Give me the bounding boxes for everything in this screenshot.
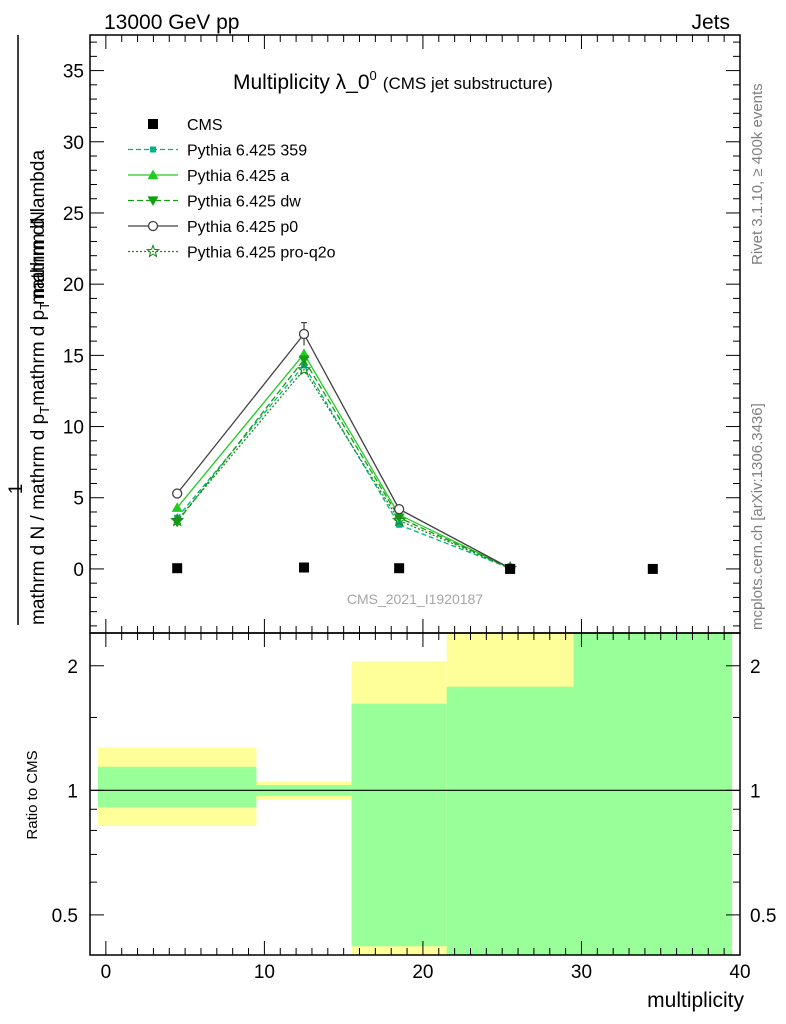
x-tick-label: 10 <box>254 962 275 983</box>
legend-marker <box>147 220 159 232</box>
plot-title: Multiplicity λ_00 (CMS jet substructure) <box>233 68 553 94</box>
ratio-green-band <box>351 703 447 947</box>
series-point <box>301 362 308 369</box>
rivet-label: Rivet 3.1.10, ≥ 400k events <box>749 83 766 265</box>
title-main: Multiplicity λ_0 <box>233 71 370 94</box>
ratio-y-tick-label: 0.5 <box>52 906 78 927</box>
legend-label: Pythia 6.425 a <box>187 168 289 185</box>
mcplots-label: mcplots.cern.ch [arXiv:1306.3436] <box>749 403 766 630</box>
data-point <box>172 563 183 574</box>
main-plot-marks <box>170 322 658 575</box>
axes: 0 5 10 15 20 25 30 35 0 10 20 30 40 0.5 0.5 1 1 2 2 <box>52 35 776 983</box>
ratio-bands <box>90 633 740 955</box>
legend-marker <box>147 196 159 206</box>
legend-marker <box>150 146 156 153</box>
ratio-green-band <box>446 686 574 955</box>
ylabel-part-2: mathrm d p <box>28 310 49 406</box>
series-point <box>170 512 185 527</box>
title-parenthetical: (CMS jet substructure) <box>383 74 553 93</box>
main-y-tick-label: 20 <box>63 275 84 296</box>
series-point <box>172 488 183 499</box>
legend-label: Pythia 6.425 359 <box>187 143 307 160</box>
series-point <box>396 521 403 528</box>
series-point <box>391 513 407 527</box>
main-y-tick-label: 15 <box>63 346 84 367</box>
legend: CMS Pythia 6.425 359 Pythia 6.425 a Pythia … <box>128 117 336 262</box>
legend-label: Pythia 6.425 pro-q2o <box>187 245 336 262</box>
x-axis-label: multiplicity <box>647 989 744 1012</box>
ylabel-part-1: mathrm d N / mathrm d p <box>28 414 49 625</box>
ratio-y-tick-label: 1 <box>67 781 78 802</box>
legend-label: Pythia 6.425 p0 <box>187 219 298 236</box>
series-point <box>171 502 183 512</box>
ylabel-sub-2: T <box>37 302 52 310</box>
series-line <box>176 352 511 569</box>
series-line <box>176 358 511 569</box>
legend-marker <box>148 119 158 129</box>
main-y-tick-label: 25 <box>63 204 84 225</box>
ratio-y-label: Ratio to CMS <box>24 750 41 839</box>
ylabel-numerator: mathrm dN <box>28 211 49 305</box>
ratio-y-tick-label: 2 <box>67 657 78 678</box>
analysis-watermark: CMS_2021_I1920187 <box>347 591 483 607</box>
data-point <box>647 563 658 574</box>
ylabel-denominator: mathrm d N / mathrm d pTmathrm d pTmathr… <box>28 150 52 625</box>
legend-marker <box>147 169 159 180</box>
legend-label: CMS <box>187 117 223 134</box>
ratio-green-band <box>573 633 733 955</box>
data-point <box>299 562 310 573</box>
x-tick-label: 0 <box>101 962 112 983</box>
ratio-frame <box>89 632 741 956</box>
plot-frames <box>89 34 741 956</box>
series-point <box>298 328 310 340</box>
ratio-y-tick-label-right: 0.5 <box>750 906 776 927</box>
process-label: Jets <box>691 11 730 34</box>
series-point <box>393 503 405 515</box>
title-superscript: 0 <box>370 68 377 83</box>
data-point <box>505 563 516 574</box>
ylabel-one: 1 <box>6 484 27 495</box>
x-tick-label: 20 <box>412 962 433 983</box>
ratio-green-band <box>97 766 257 808</box>
main-y-tick-label: 30 <box>63 133 84 154</box>
series-point <box>296 362 312 376</box>
main-y-axis-label: mathrm dN 1 mathrm d N / mathrm d pTmath… <box>6 35 52 625</box>
main-y-tick-label: 0 <box>73 560 84 581</box>
series-point <box>298 355 310 366</box>
ratio-y-tick-label-right: 1 <box>750 781 761 802</box>
legend-marker <box>145 243 161 258</box>
data-point <box>394 563 405 574</box>
x-tick-label: 30 <box>571 962 592 983</box>
main-y-tick-label: 5 <box>73 489 84 510</box>
ylabel-part-3: mathrm d lambda <box>28 150 49 298</box>
legend-label: Pythia 6.425 dw <box>187 194 301 211</box>
series-point <box>393 513 405 524</box>
ylabel-sub-1: T <box>37 406 52 414</box>
series-line <box>176 332 511 569</box>
main-y-tick-label: 35 <box>63 62 84 83</box>
ratio-y-tick-label-right: 2 <box>750 657 761 678</box>
series-line <box>176 368 511 569</box>
x-tick-label: 40 <box>729 962 750 983</box>
series-line <box>176 364 511 569</box>
energy-label: 13000 GeV pp <box>104 11 239 34</box>
main-y-tick-label: 10 <box>63 418 84 439</box>
series-point <box>174 514 181 521</box>
